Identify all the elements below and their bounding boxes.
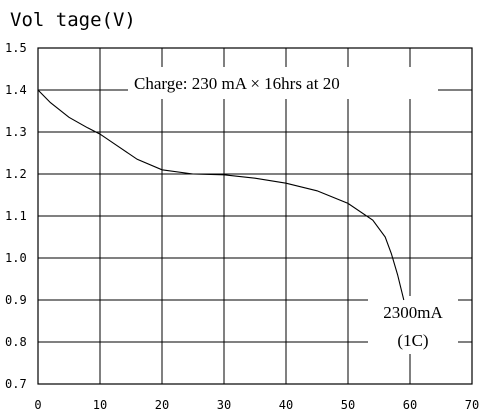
x-tick-label: 10 xyxy=(93,398,107,412)
x-tick-label: 50 xyxy=(341,398,355,412)
c-rate-label: (1C) xyxy=(397,331,428,350)
y-tick-labels: 0.7 0.8 0.9 1.0 1.1 1.2 1.3 1.4 1.5 xyxy=(5,41,27,391)
y-tick-label: 1.3 xyxy=(5,125,27,139)
y-tick-label: 0.8 xyxy=(5,335,27,349)
y-axis-label: Vol tage(V) xyxy=(10,9,136,31)
y-tick-label: 0.9 xyxy=(5,293,27,307)
annotations: Charge: 230 mA × 16hrs at 20 2300mA (1C) xyxy=(128,67,458,354)
x-tick-label: 30 xyxy=(217,398,231,412)
charge-condition-box xyxy=(128,67,438,99)
plot-frame xyxy=(37,47,473,385)
y-tick-label: 1.4 xyxy=(5,83,27,97)
x-tick-label: 70 xyxy=(465,398,479,412)
x-tick-label: 0 xyxy=(34,398,41,412)
discharge-rate-label: 2300mA xyxy=(383,303,443,322)
discharge-rate-box xyxy=(368,296,458,354)
x-tick-label: 40 xyxy=(279,398,293,412)
x-tick-label: 20 xyxy=(155,398,169,412)
y-tick-label: 0.7 xyxy=(5,377,27,391)
y-tick-label: 1.0 xyxy=(5,251,27,265)
charge-condition-label: Charge: 230 mA × 16hrs at 20 xyxy=(134,74,340,93)
x-tick-label: 60 xyxy=(403,398,417,412)
discharge-curve xyxy=(37,89,405,301)
y-tick-label: 1.1 xyxy=(5,209,27,223)
x-tick-labels: 0 10 20 30 40 50 60 70 xyxy=(34,398,479,412)
y-tick-label: 1.5 xyxy=(5,41,27,55)
y-tick-label: 1.2 xyxy=(5,167,27,181)
